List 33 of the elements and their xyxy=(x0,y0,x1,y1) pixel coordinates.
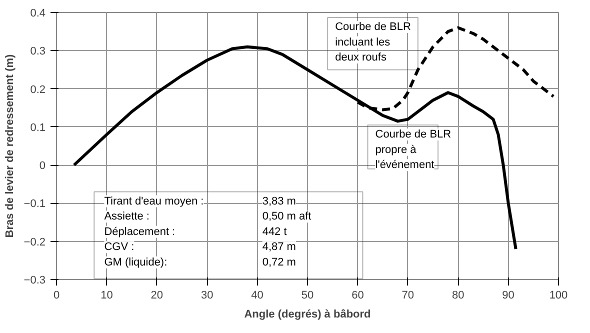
x-tick-label: 10 xyxy=(100,290,113,302)
x-tick-label: 80 xyxy=(452,290,464,302)
y-tick-label: 0 xyxy=(39,160,46,172)
annotation: CGV : xyxy=(104,241,134,254)
y-tick-label: 0.4 xyxy=(30,8,46,20)
y-tick-label: −0.1 xyxy=(24,198,46,210)
x-tick-label: 50 xyxy=(301,290,314,302)
annotation: 0,50 m aft xyxy=(262,210,312,223)
series-label: Courbe de BLR propre à l'événement xyxy=(375,128,452,172)
y-tick-label: −0.2 xyxy=(24,236,46,248)
x-tick-label: 40 xyxy=(251,290,264,302)
annotation: 442 t xyxy=(262,226,287,238)
x-tick-label: 30 xyxy=(200,290,214,302)
x-tick-label: 20 xyxy=(150,290,164,302)
y-tick-label: 0.3 xyxy=(30,46,46,58)
y-axis-title: Bras de levier de redressement (m) xyxy=(4,54,16,238)
annotation: GM (liquide): xyxy=(104,256,168,268)
x-tick-label: 60 xyxy=(352,290,364,302)
annotation: 0,72 m xyxy=(262,256,296,268)
annotation: Tirant d'eau moyen : xyxy=(104,195,204,208)
y-tick-label: 0.2 xyxy=(30,84,46,96)
x-tick-label: 100 xyxy=(549,290,568,302)
x-tick-label: 70 xyxy=(402,290,414,302)
x-axis-title: Angle (degrés) à bâbord xyxy=(244,308,371,320)
x-tick-label: 90 xyxy=(502,290,514,302)
annotation: Déplacement : xyxy=(104,226,176,238)
series-label: Courbe de BLR incluant les deux roufs xyxy=(335,20,411,64)
annotation: 4,87 m xyxy=(262,241,296,254)
y-tick-label: −0.3 xyxy=(24,274,46,286)
x-tick-label: 0 xyxy=(53,290,60,302)
y-tick-label: 0.1 xyxy=(30,122,46,134)
annotation: 3,83 m xyxy=(262,195,296,208)
annotation: Assiette : xyxy=(104,210,150,223)
